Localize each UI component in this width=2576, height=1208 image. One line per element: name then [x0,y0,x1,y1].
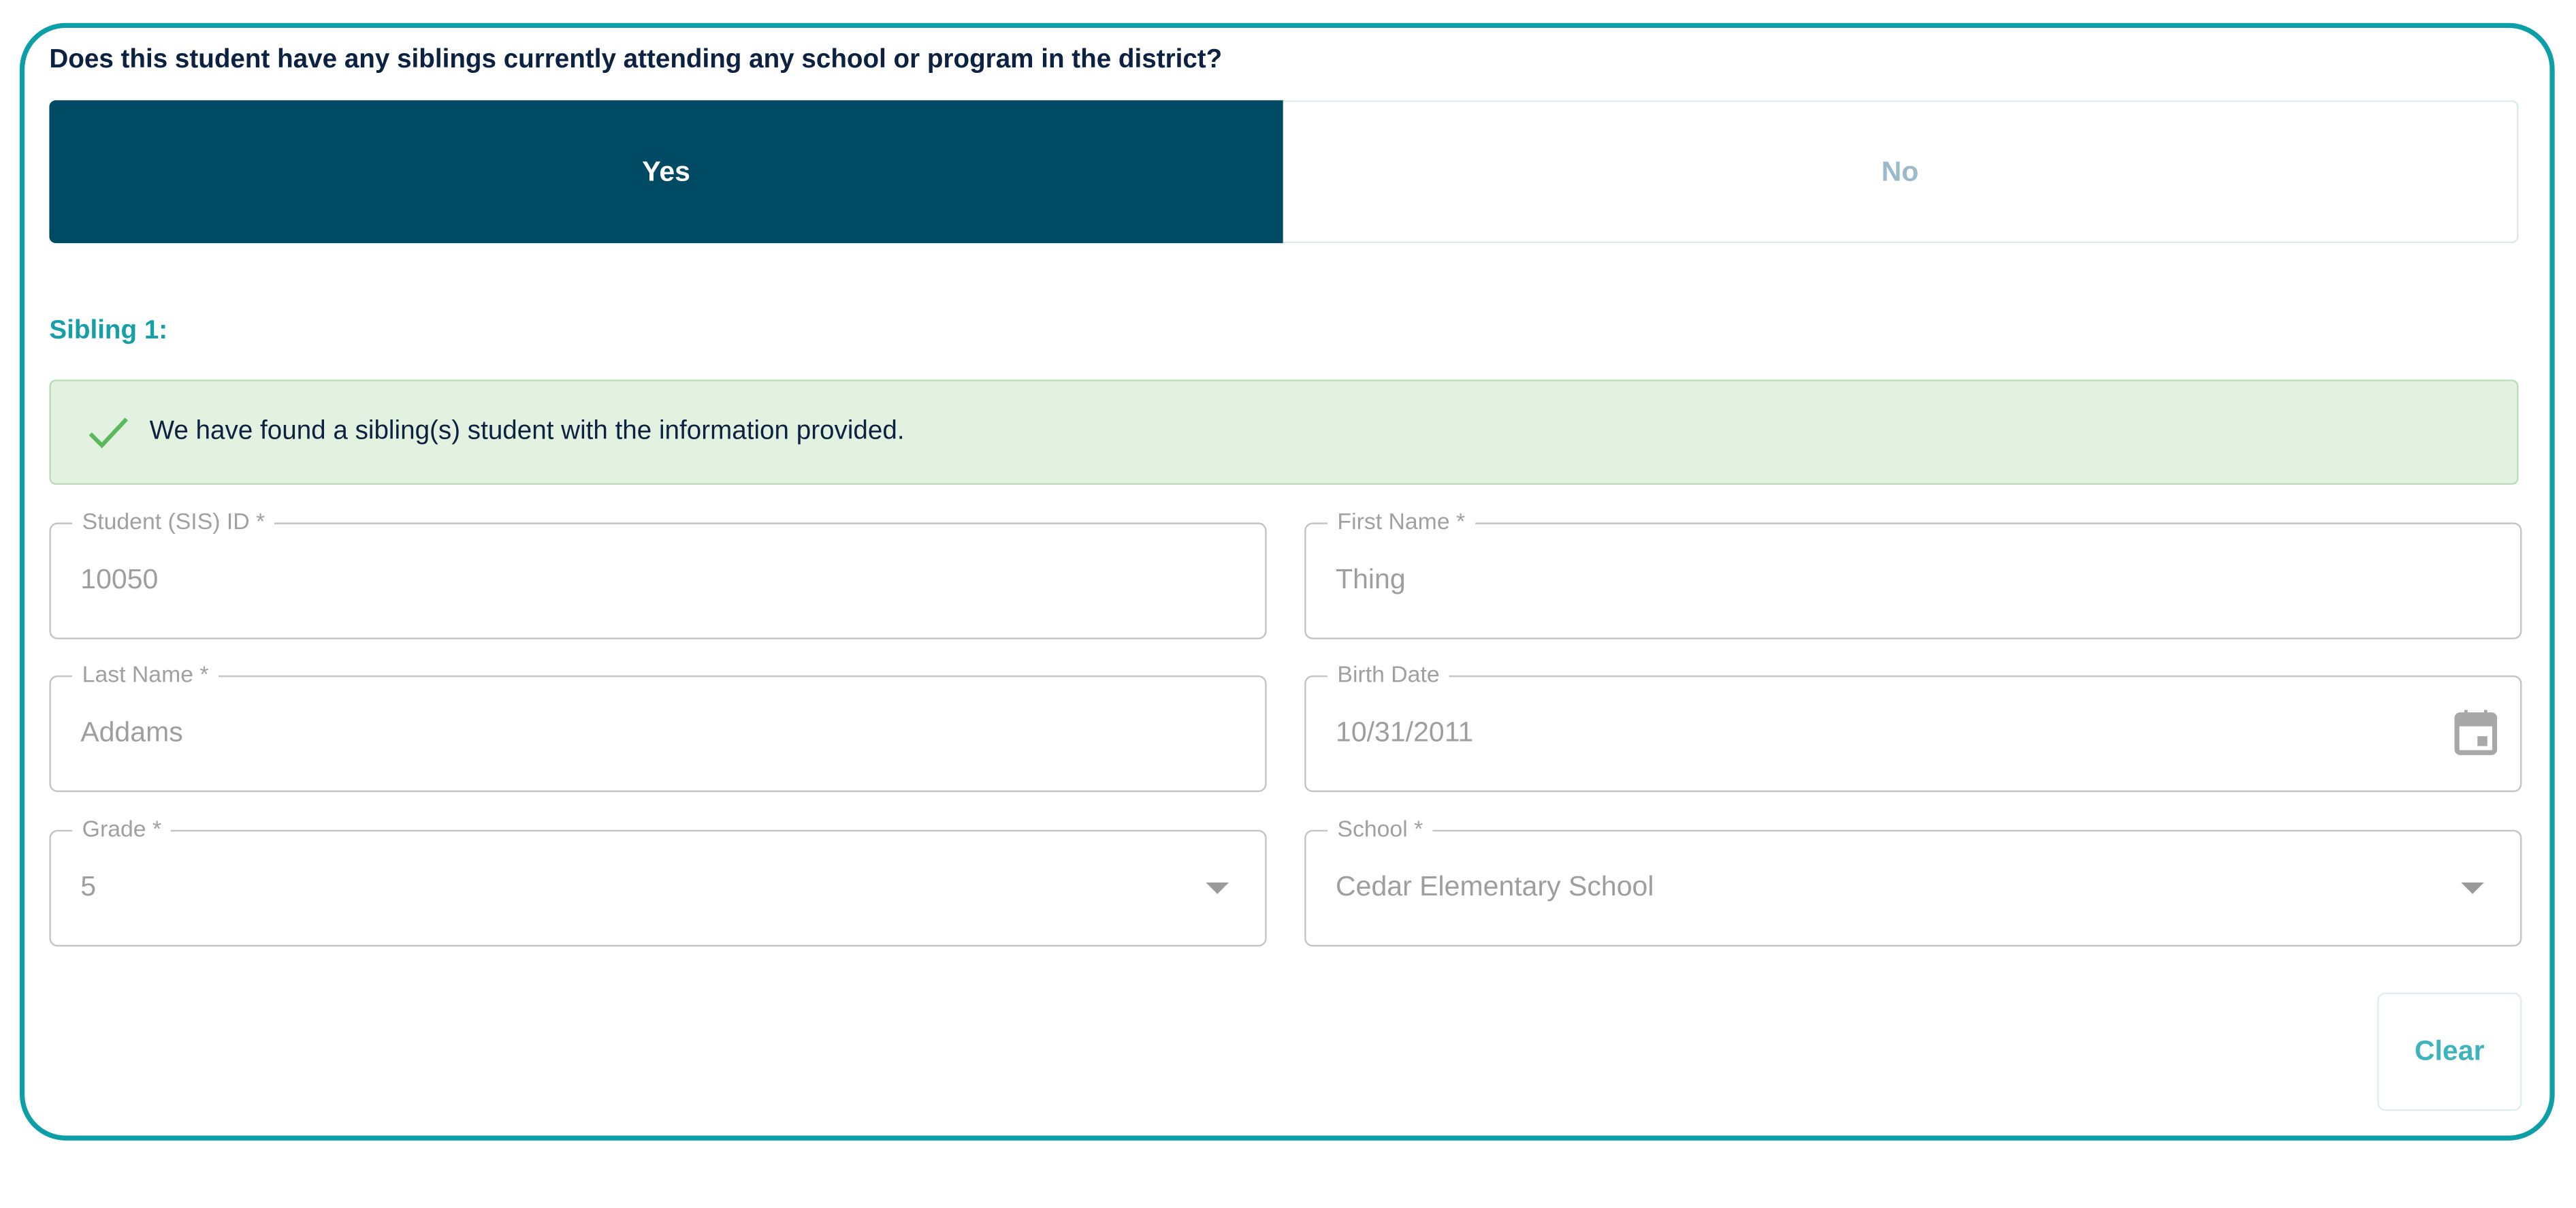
field-value: Cedar Elementary School [1336,871,1654,902]
sibling-heading: Sibling 1: [49,317,168,345]
field-label: First Name * [1327,507,1475,535]
field-label: School * [1327,814,1433,842]
chevron-down-icon[interactable] [2461,882,2484,895]
success-alert: We have found a sibling(s) student with … [49,379,2519,485]
sibling-toggle: Yes No [49,100,2519,244]
field-label: Birth Date [1327,661,1450,687]
check-icon [88,417,129,449]
clear-button[interactable]: Clear [2377,992,2522,1111]
chevron-down-icon[interactable] [1206,882,1229,895]
grade-select[interactable]: Grade * 5 [49,814,1267,947]
field-label: Student (SIS) ID * [72,507,275,535]
school-select[interactable]: School * Cedar Elementary School [1304,814,2522,947]
alert-message: We have found a sibling(s) student with … [149,417,905,446]
sibling-question: Does this student have any siblings curr… [49,46,1223,74]
field-value: Addams [80,716,183,748]
student-id-field[interactable]: Student (SIS) ID * 10050 [49,507,1267,639]
calendar-icon[interactable] [2454,710,2498,757]
first-name-field[interactable]: First Name * Thing [1304,507,2522,639]
no-option[interactable]: No [1283,100,2519,244]
field-value: Thing [1336,563,1406,595]
field-label: Last Name * [72,661,219,687]
field-value: 10/31/2011 [1336,716,1474,748]
yes-option[interactable]: Yes [49,100,1283,244]
field-value: 5 [80,871,97,902]
birth-date-field[interactable]: Birth Date 10/31/2011 [1304,661,2522,793]
field-label: Grade * [72,814,172,842]
field-value: 10050 [80,563,159,595]
last-name-field[interactable]: Last Name * Addams [49,661,1267,793]
